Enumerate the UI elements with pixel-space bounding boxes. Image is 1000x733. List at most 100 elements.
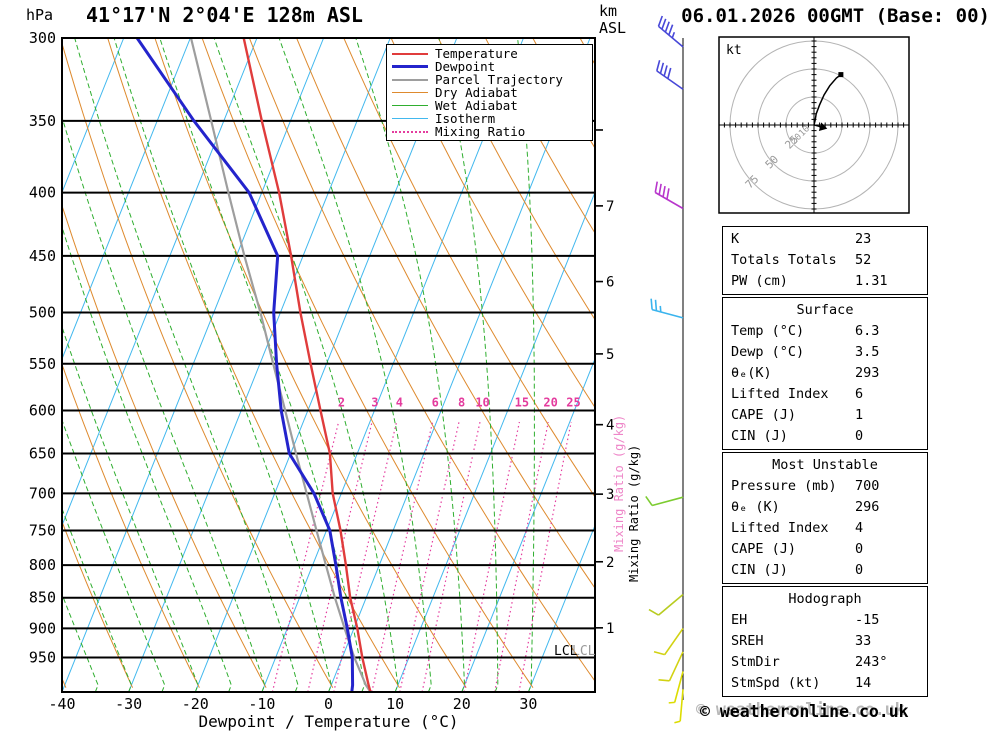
stats-section-surface: Surface Temp (°C) 6.3 Dewp (°C) 3.5 θₑ(K) 293 L… xyxy=(722,297,928,450)
stat-row: SREH 33 xyxy=(723,631,927,652)
wind-barb xyxy=(668,671,684,704)
stat-row: Dewp (°C) 3.5 xyxy=(723,342,927,363)
svg-text:500: 500 xyxy=(29,304,56,322)
chart-legend: Temperature Dewpoint Parcel Trajectory Dry … xyxy=(386,44,593,141)
svg-text:-30: -30 xyxy=(115,695,142,713)
stat-label: Lifted Index xyxy=(731,520,829,536)
svg-text:950: 950 xyxy=(29,648,56,666)
stat-row: CAPE (J) 1 xyxy=(723,405,927,426)
stat-label: Pressure (mb) xyxy=(731,478,837,494)
stats-section-title: Hodograph xyxy=(788,591,862,607)
storm-motion-arrow xyxy=(813,122,828,131)
legend-item-label: Mixing Ratio xyxy=(435,124,526,139)
svg-text:550: 550 xyxy=(29,355,56,373)
legend-item-label: Wet Adiabat xyxy=(435,98,518,113)
stat-row: PW (cm) 1.31 xyxy=(723,271,927,292)
wind-barb xyxy=(657,15,684,48)
legend-line-sample xyxy=(392,92,428,93)
legend-item-wet-adiabat: Wet Adiabat xyxy=(392,99,592,112)
wind-barb xyxy=(654,181,684,210)
stats-section-most-unstable: Most Unstable Pressure (mb) 700 θₑ (K) 296 Li… xyxy=(722,452,928,584)
svg-text:850: 850 xyxy=(29,589,56,607)
legend-item-dewpoint: Dewpoint xyxy=(392,60,592,73)
temperature-axis-labels: -40 -30 -20 -10 0 10 20 30 xyxy=(48,695,537,713)
wind-barb xyxy=(648,593,684,616)
svg-text:2: 2 xyxy=(606,555,614,571)
legend-line-sample xyxy=(392,118,428,119)
svg-text:15: 15 xyxy=(515,396,529,410)
stat-value: 6 xyxy=(855,386,864,402)
legend-line-sample xyxy=(392,105,428,106)
svg-text:300: 300 xyxy=(29,29,56,47)
svg-text:8: 8 xyxy=(458,396,465,410)
svg-text:6: 6 xyxy=(432,396,439,410)
stat-row: StmDir 243° xyxy=(723,652,927,673)
stat-label: EH xyxy=(731,612,748,628)
stat-row: θₑ(K) 293 xyxy=(723,363,927,384)
stats-section-title: Surface xyxy=(796,302,854,318)
stat-value: 293 xyxy=(855,365,880,381)
km-axis-ticks: 1 2 3 4 5 6 7 xyxy=(595,129,614,637)
stat-value: 14 xyxy=(855,675,872,691)
legend-item-dry-adiabat: Dry Adiabat xyxy=(392,86,592,99)
altitude-axis-unit: km ASL xyxy=(599,3,626,37)
svg-text:350: 350 xyxy=(29,112,56,130)
wind-barb xyxy=(645,495,684,507)
svg-text:800: 800 xyxy=(29,556,56,574)
svg-text:4: 4 xyxy=(396,396,403,410)
stats-section-indices: K 23 Totals Totals 52 PW (cm) 1.31 xyxy=(722,226,928,295)
svg-text:900: 900 xyxy=(29,619,56,637)
stats-panel: K 23 Totals Totals 52 PW (cm) 1.31 Surface Temp… xyxy=(722,226,928,699)
svg-text:7: 7 xyxy=(606,199,614,215)
mixing-ratio-axis-label: Mixing Ratio (g/kg) xyxy=(627,444,641,582)
stat-value: 33 xyxy=(855,633,872,649)
svg-text:700: 700 xyxy=(29,484,56,502)
stats-section-title: Most Unstable xyxy=(772,457,878,473)
stat-label: θₑ(K) xyxy=(731,365,772,381)
dewpoint-curve xyxy=(135,38,355,692)
stat-row: Temp (°C) 6.3 xyxy=(723,321,927,342)
svg-text:650: 650 xyxy=(29,445,56,463)
copyright-shadow: © weatheronline.co.uk xyxy=(696,700,905,719)
svg-text:400: 400 xyxy=(29,184,56,202)
stat-label: CIN (J) xyxy=(731,428,788,444)
stat-row: Pressure (mb) 700 xyxy=(723,476,927,497)
wind-barb xyxy=(656,60,684,90)
svg-text:750: 750 xyxy=(29,521,56,539)
stat-row: CIN (J) 0 xyxy=(723,560,927,581)
stat-value: 6.3 xyxy=(855,323,880,339)
stat-label: SREH xyxy=(731,633,764,649)
stat-value: 0 xyxy=(855,541,864,557)
legend-item-label: Dewpoint xyxy=(435,59,496,74)
wind-barb xyxy=(658,651,684,682)
svg-text:450: 450 xyxy=(29,247,56,265)
stat-row: Totals Totals 52 xyxy=(723,250,927,271)
stat-row: θₑ (K) 296 xyxy=(723,497,927,518)
svg-text:1: 1 xyxy=(606,621,614,637)
stat-label: Temp (°C) xyxy=(731,323,805,339)
stat-row: EH -15 xyxy=(723,610,927,631)
legend-item-mixing-ratio: Mixing Ratio xyxy=(392,125,592,138)
hodo-trace xyxy=(813,72,844,126)
isotherm-lines xyxy=(62,38,595,692)
legend-item-label: Temperature xyxy=(435,46,518,61)
stat-label: StmSpd (kt) xyxy=(731,675,821,691)
stat-label: Dewp (°C) xyxy=(731,344,805,360)
svg-text:600: 600 xyxy=(29,402,56,420)
copyright: © weatheronline.co.uk xyxy=(700,702,909,721)
stat-row: K 23 xyxy=(723,229,927,250)
plot-frame xyxy=(61,37,596,693)
stat-label: θₑ (K) xyxy=(731,499,780,515)
legend-line-sample xyxy=(392,52,428,55)
stat-value: 4 xyxy=(855,520,864,536)
svg-text:30: 30 xyxy=(519,695,537,713)
stat-label: CIN (J) xyxy=(731,562,788,578)
stat-row: Lifted Index 4 xyxy=(723,518,927,539)
stat-label: Lifted Index xyxy=(731,386,829,402)
stat-value: 3.5 xyxy=(855,344,880,360)
svg-text:0: 0 xyxy=(324,695,333,713)
svg-text:3: 3 xyxy=(606,487,614,503)
skewt-chart: 3003504004505005506006507007508008509009… xyxy=(29,15,684,724)
wind-barb xyxy=(653,627,684,656)
